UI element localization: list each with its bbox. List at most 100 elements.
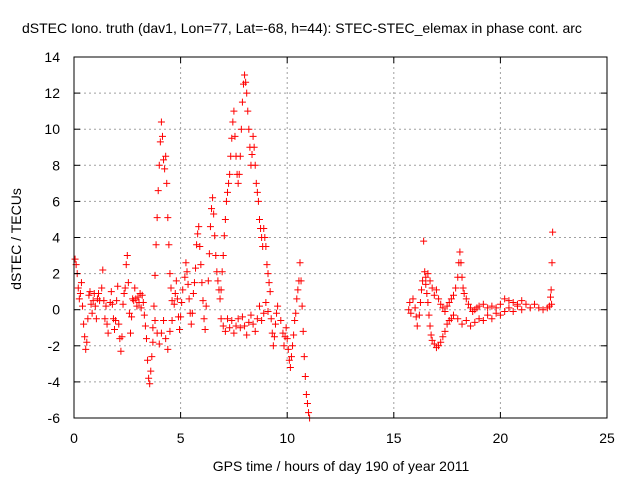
data-point [258, 317, 266, 325]
data-point [100, 297, 108, 305]
data-point [148, 353, 156, 361]
x-tick-label: 15 [386, 430, 402, 446]
data-point [234, 315, 242, 323]
data-point [475, 302, 483, 310]
data-point [71, 255, 79, 263]
data-point [229, 118, 237, 126]
data-point [548, 259, 556, 267]
data-point [204, 277, 212, 285]
data-point [241, 71, 249, 79]
data-point [165, 241, 173, 249]
data-point [128, 313, 136, 321]
data-point [435, 342, 443, 350]
data-point [501, 295, 509, 303]
data-point [505, 297, 513, 305]
data-point [160, 317, 168, 325]
data-point [189, 289, 197, 297]
data-point [462, 295, 470, 303]
data-point [126, 329, 134, 337]
data-point [422, 273, 430, 281]
data-point [155, 340, 163, 348]
data-point [236, 152, 244, 160]
data-point [167, 284, 175, 292]
x-tick-label: 0 [70, 430, 78, 446]
data-point [115, 320, 123, 328]
data-point [250, 143, 258, 151]
data-point [163, 179, 171, 187]
data-point [133, 302, 141, 310]
data-point [178, 298, 186, 306]
data-point [423, 289, 431, 297]
data-point [260, 309, 268, 317]
data-point [422, 280, 430, 288]
data-point [157, 118, 165, 126]
data-point [535, 304, 543, 312]
data-point [437, 338, 445, 346]
data-point [245, 318, 253, 326]
x-axis-label: GPS time / hours of day 190 of year 2011 [213, 458, 470, 474]
data-point [247, 311, 255, 319]
data-point [522, 300, 530, 308]
data-point [168, 317, 176, 325]
data-point [449, 291, 457, 299]
x-tick-labels: 0 5 10 15 20 25 [70, 430, 615, 446]
data-point [405, 306, 413, 314]
data-point [441, 327, 449, 335]
data-point [283, 335, 291, 343]
data-point [119, 300, 127, 308]
data-point [201, 326, 209, 334]
data-point [488, 302, 496, 310]
data-point [539, 306, 547, 314]
data-point [298, 302, 306, 310]
data-point [190, 279, 198, 287]
data-point [217, 286, 225, 294]
data-point [158, 132, 166, 140]
data-point [120, 289, 128, 297]
data-point [150, 302, 158, 310]
data-point [464, 300, 472, 308]
data-point [441, 308, 449, 316]
data-point [208, 205, 216, 213]
data-point [462, 317, 470, 325]
data-point [202, 302, 210, 310]
data-point [91, 302, 99, 310]
data-point [458, 320, 466, 328]
data-point [166, 270, 174, 278]
data-point [75, 295, 83, 303]
data-point [173, 295, 181, 303]
data-point [114, 282, 122, 290]
data-point [221, 327, 229, 335]
data-point [228, 134, 236, 142]
data-point [225, 179, 233, 187]
data-point [146, 380, 154, 388]
data-point [268, 329, 276, 337]
data-point [210, 210, 218, 218]
data-point [280, 342, 288, 350]
data-point [547, 286, 555, 294]
data-point [264, 308, 272, 316]
data-point [419, 277, 427, 285]
data-point [443, 320, 451, 328]
data-point [196, 243, 204, 251]
data-point [212, 252, 220, 260]
data-point [206, 223, 214, 231]
data-point [238, 98, 246, 106]
data-point [166, 327, 174, 335]
y-tick-label: -6 [48, 410, 61, 426]
data-point [168, 297, 176, 305]
data-point [220, 232, 228, 240]
y-tick-label: -2 [48, 338, 61, 354]
data-point [409, 295, 417, 303]
data-point [138, 291, 146, 299]
data-point [194, 230, 202, 238]
data-point [218, 268, 226, 276]
data-point [415, 311, 423, 319]
data-point [248, 150, 256, 158]
data-point [84, 315, 92, 323]
data-point [104, 329, 112, 337]
data-point [181, 273, 189, 281]
data-point [262, 298, 270, 306]
data-point [467, 322, 475, 330]
data-point [243, 331, 251, 339]
axis-ticks [73, 56, 608, 419]
